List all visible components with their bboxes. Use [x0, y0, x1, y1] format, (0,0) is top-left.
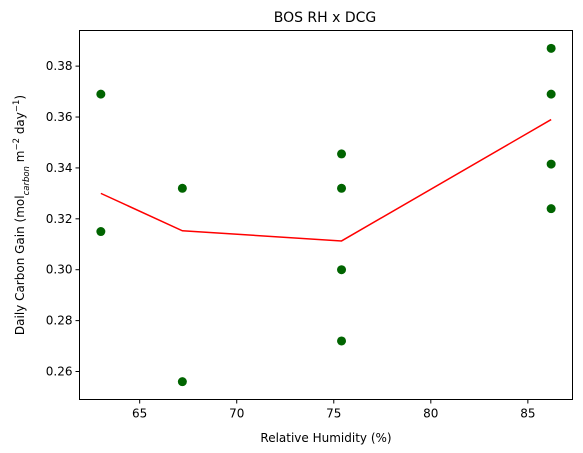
- y-tick-label: 0.38: [46, 59, 73, 73]
- y-axis: 0.26 0.28 0.30 0.32 0.34 0.36 0.38: [46, 59, 80, 379]
- chart-title: BOS RH x DCG: [274, 10, 377, 26]
- x-tick-label: 85: [520, 407, 535, 421]
- trend-line-layer: [100, 118, 552, 242]
- scatter-point: [177, 183, 187, 193]
- scatter-point: [96, 227, 106, 237]
- scatter-point: [546, 43, 556, 53]
- y-tick-label: 0.28: [46, 314, 73, 328]
- y-tick-label: 0.30: [46, 263, 73, 277]
- y-tick-label: 0.32: [46, 212, 73, 226]
- y-tick-label: 0.26: [46, 365, 73, 379]
- x-tick-label: 65: [132, 407, 147, 421]
- x-axis: 65 70 75 80 85: [132, 399, 535, 421]
- scatter-point: [96, 89, 106, 99]
- scatter-point: [337, 336, 347, 346]
- scatter-point: [337, 265, 347, 275]
- scatter-point: [546, 89, 556, 99]
- x-tick-label: 80: [423, 407, 438, 421]
- y-axis-label: Daily Carbon Gain (molcarbon m−2 day−1): [12, 95, 32, 335]
- y-tick-label: 0.34: [46, 161, 73, 175]
- scatter-points-layer: [96, 43, 556, 387]
- trend-line: [100, 118, 552, 242]
- x-tick-label: 75: [326, 407, 341, 421]
- scatter-point: [546, 159, 556, 169]
- scatter-point: [337, 149, 347, 159]
- x-tick-label: 70: [229, 407, 244, 421]
- scatter-point: [177, 377, 187, 387]
- scatter-point: [546, 204, 556, 214]
- plot-area: [79, 30, 573, 400]
- y-tick-label: 0.36: [46, 110, 73, 124]
- scatter-point: [337, 183, 347, 193]
- x-axis-label: Relative Humidity (%): [260, 431, 391, 445]
